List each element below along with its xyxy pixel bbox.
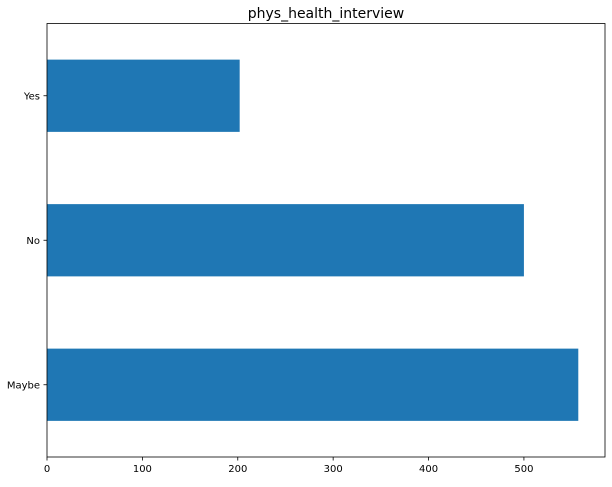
x-tick-label-200: 200 [228,464,247,475]
plot-frame [46,23,606,458]
x-tick-label-400: 400 [419,464,438,475]
bar-yes [47,59,240,132]
bar-maybe [47,348,579,421]
y-tick-label-no: No [26,236,40,247]
x-tick-label-100: 100 [133,464,152,475]
chart-title: phys_health_interview [248,6,405,22]
bar-no [47,204,524,277]
x-tick-label-0: 0 [44,464,50,475]
x-tick-label-500: 500 [514,464,533,475]
x-axis-ticks: 0 100 200 300 400 500 [44,457,533,475]
y-axis-ticks: Maybe No Yes [7,91,47,391]
x-tick-label-300: 300 [324,464,343,475]
y-tick-label-maybe: Maybe [7,380,40,391]
y-tick-label-yes: Yes [23,91,40,102]
bars-group [47,59,579,421]
